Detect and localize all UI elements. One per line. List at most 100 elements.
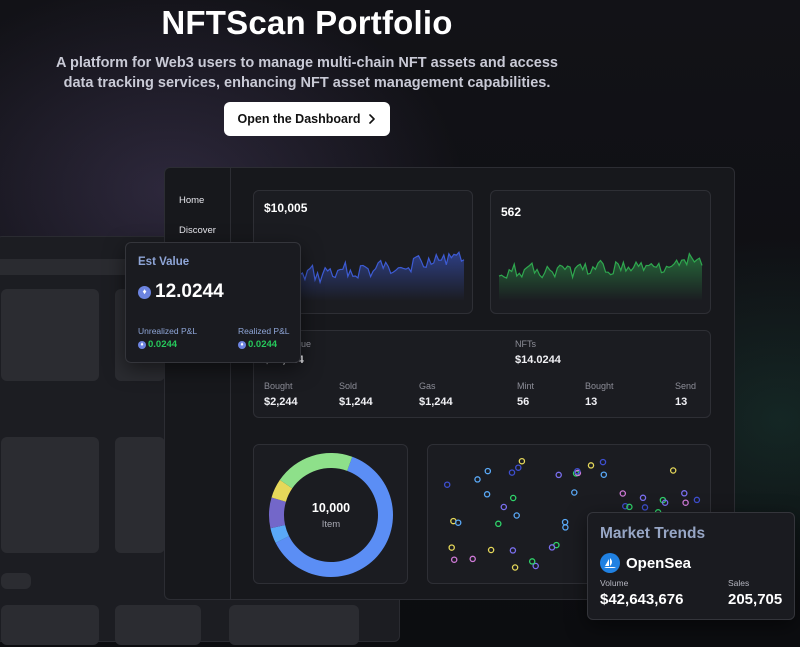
sparkline-area xyxy=(262,252,464,301)
sparkline-value: $10,005 xyxy=(264,201,308,215)
scatter-point xyxy=(571,489,578,496)
est-value-number: 12.0244 xyxy=(155,281,224,302)
donut-center-label: Item xyxy=(321,519,341,530)
sparkline-line xyxy=(498,252,703,280)
dashboard-preview: Home Discover $10,005 562 alue $14,244 N… xyxy=(164,167,735,600)
nft-bought-value: 13 xyxy=(585,396,598,408)
scatter-point xyxy=(681,490,688,497)
sidebar-item-home[interactable]: Home xyxy=(179,195,205,206)
open-dashboard-button[interactable]: Open the Dashboard xyxy=(224,102,390,136)
realized-pl-value: ♦ 0.0244 xyxy=(238,339,277,350)
placeholder-block xyxy=(115,437,165,553)
subtitle-line-2: data tracking services, enhancing NFT as… xyxy=(63,75,551,91)
scatter-point xyxy=(509,547,517,554)
sales-label: Sales xyxy=(728,578,750,588)
scatter-point xyxy=(562,524,569,531)
scatter-point xyxy=(474,476,481,483)
scatter-point xyxy=(641,504,649,511)
scatter-point xyxy=(513,512,520,519)
nft-bought-label: Bought xyxy=(585,381,614,391)
placeholder-block xyxy=(115,605,201,645)
scatter-point xyxy=(574,467,581,475)
scatter-point xyxy=(587,462,595,469)
opensea-logo-icon xyxy=(600,553,620,573)
unrealized-pl-number: 0.0244 xyxy=(148,339,178,350)
donut-segment-2 xyxy=(269,497,286,529)
mint-label: Mint xyxy=(517,381,535,391)
scatter-point xyxy=(454,519,462,526)
count-sparkline xyxy=(498,252,703,301)
placeholder-block xyxy=(1,605,99,645)
nfts-value: $14.0244 xyxy=(515,354,561,366)
stats-card: alue $14,244 NFTs $14.0244 Bought $2,244… xyxy=(253,330,711,418)
sparkline-area xyxy=(499,253,702,301)
gas-label: Gas xyxy=(419,381,436,391)
gas-value: $1,244 xyxy=(419,396,453,408)
scatter-point xyxy=(495,520,502,528)
open-dashboard-label: Open the Dashboard xyxy=(237,112,361,126)
marketplace: OpenSea xyxy=(600,553,691,573)
donut-chart xyxy=(269,453,393,577)
ethereum-icon: ♦ xyxy=(138,340,146,349)
realized-pl-label: Realized P&L xyxy=(238,326,290,336)
donut-center-value: 10,000 xyxy=(311,501,351,515)
scatter-point xyxy=(561,518,569,526)
scatter-point xyxy=(443,481,451,488)
scatter-point xyxy=(508,469,516,476)
placeholder-block xyxy=(1,289,99,381)
dashboard-sidebar: Home Discover xyxy=(165,168,231,599)
unrealized-pl-value: ♦ 0.0244 xyxy=(138,339,177,350)
scatter-point xyxy=(532,562,539,570)
scatter-point xyxy=(626,503,633,511)
donut-chart-card: 10,000 Item xyxy=(253,444,408,584)
mint-value: 56 xyxy=(517,396,530,408)
page-subtitle: A platform for Web3 users to manage mult… xyxy=(40,53,574,93)
sidebar-item-discover[interactable]: Discover xyxy=(179,225,216,236)
scatter-point xyxy=(509,494,517,502)
scatter-point xyxy=(483,491,491,498)
count-sparkline-card: 562 xyxy=(490,190,711,314)
volume-value: $42,643,676 xyxy=(600,591,684,608)
donut-segment-1 xyxy=(270,525,290,543)
subtitle-line-1: A platform for Web3 users to manage mult… xyxy=(56,55,558,71)
send-label: Send xyxy=(675,381,697,391)
bought-value: $2,244 xyxy=(264,396,298,408)
stat-label: alue xyxy=(294,339,312,349)
scatter-point xyxy=(448,544,455,551)
scatter-point xyxy=(599,458,607,466)
placeholder-block xyxy=(1,573,31,589)
scatter-point xyxy=(518,457,526,465)
donut-segment-3 xyxy=(271,479,293,502)
realized-pl-number: 0.0244 xyxy=(248,339,278,350)
scatter-point xyxy=(555,471,562,479)
scatter-point xyxy=(484,467,492,475)
market-trends-card: Market Trends OpenSea Volume $42,643,676… xyxy=(587,512,795,620)
page-title: NFTScan Portfolio xyxy=(161,4,453,41)
scatter-point xyxy=(515,464,522,471)
est-value-title: Est Value xyxy=(138,256,190,268)
placeholder-block xyxy=(1,437,99,553)
scatter-point xyxy=(682,499,689,506)
sold-value: $1,244 xyxy=(339,396,373,408)
scatter-point xyxy=(548,544,556,551)
sold-label: Sold xyxy=(339,381,358,391)
chevron-right-icon xyxy=(368,112,376,127)
scatter-point xyxy=(511,564,519,571)
placeholder-block xyxy=(229,605,359,645)
scatter-point xyxy=(619,490,627,497)
est-value-card: Est Value ♦ 12.0244 Unrealized P&L ♦ 0.0… xyxy=(125,242,301,363)
scatter-point xyxy=(469,555,476,563)
ethereum-icon: ♦ xyxy=(138,285,151,299)
market-trends-title: Market Trends xyxy=(600,525,706,542)
est-value-amount: ♦ 12.0244 xyxy=(138,281,224,303)
sales-value: 205,705 xyxy=(728,591,783,608)
scatter-point xyxy=(661,499,669,506)
scatter-point xyxy=(639,494,647,502)
donut-segment-4 xyxy=(279,453,353,489)
bought-label: Bought xyxy=(264,381,293,391)
sparkline-value: 562 xyxy=(501,205,522,219)
send-value: 13 xyxy=(675,396,688,408)
scatter-point xyxy=(500,503,508,511)
scatter-point xyxy=(528,558,536,565)
volume-label: Volume xyxy=(600,578,629,588)
